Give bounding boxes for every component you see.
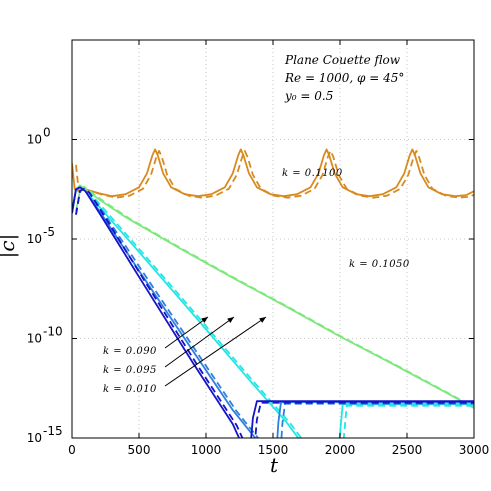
y-tick-label: 10: [27, 431, 42, 445]
label-k-0095: k = 0.095: [103, 365, 157, 376]
y-tick-label-exponent: -15: [43, 424, 63, 438]
y-tick-label: 10: [27, 133, 42, 147]
plot-area: [72, 148, 474, 438]
series-dashed-k_0010: [75, 187, 474, 438]
y-tick-label-exponent: -5: [43, 225, 55, 239]
y-tick-label-exponent: -10: [43, 325, 63, 339]
x-tick-label: 3000: [459, 443, 490, 457]
label-k-0090: k = 0.090: [103, 346, 157, 357]
arrow-k-0090: [164, 316, 209, 349]
y-axis-label: |c|: [0, 234, 20, 259]
annotation-line-2: Re = 1000, φ = 45°: [284, 71, 404, 85]
x-tick-label: 500: [128, 443, 151, 457]
annotation-line-1: Plane Couette flow: [284, 53, 401, 67]
label-arrows: [164, 316, 267, 387]
x-tick-label: 1500: [258, 443, 289, 457]
arrow-k-0090-head: [201, 317, 208, 323]
arrow-k-0010: [164, 316, 267, 387]
x-tick-label: 1000: [191, 443, 222, 457]
y-tick-label: 10: [27, 232, 42, 246]
series-line-k_0010: [72, 186, 474, 438]
series-line-k_0090: [72, 186, 474, 438]
y-tick-label-exponent: 0: [43, 126, 51, 140]
series-dashed-k_01050: [75, 185, 474, 409]
x-tick-label: 0: [68, 443, 76, 457]
label-k-01100: k = 0.1100: [282, 168, 343, 179]
arrow-k-0010-head: [259, 317, 266, 323]
annotation-line-3: y₀ = 0.5: [284, 89, 333, 103]
label-k-0010: k = 0.010: [103, 384, 157, 395]
x-axis-label: t: [270, 453, 279, 477]
series-dashed-k_0090: [75, 187, 474, 438]
arrow-k-0095-head: [227, 317, 234, 323]
x-tick-label: 2000: [325, 443, 356, 457]
grid-lines: [72, 40, 474, 438]
y-tick-label: 10: [27, 332, 42, 346]
series-dashed-k_01100: [75, 150, 474, 199]
arrow-k-0095: [164, 316, 235, 368]
x-tick-label: 2500: [392, 443, 423, 457]
series-dashed-k_0095: [75, 187, 474, 438]
label-k-01050: k = 0.1050: [349, 259, 410, 270]
series-line-k_01050: [72, 184, 474, 409]
